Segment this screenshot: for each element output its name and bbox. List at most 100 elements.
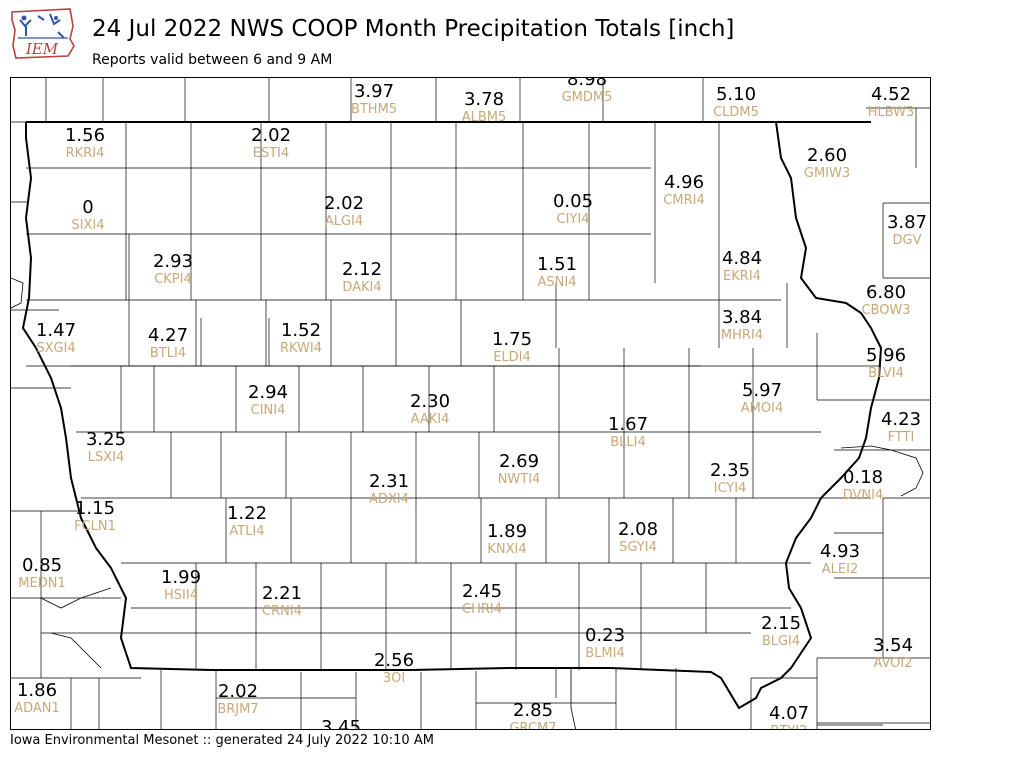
station-SGYI4: 2.08 SGYI4 <box>617 519 659 556</box>
station-BLVI4: 5.96 BLVI4 <box>865 345 907 382</box>
map-title: 24 Jul 2022 NWS COOP Month Precipitation… <box>92 16 735 42</box>
station-id: ATLI4 <box>229 524 265 539</box>
station-LSXI4: 3.25 LSXI4 <box>86 430 126 466</box>
station-value: 2.69 <box>498 451 540 472</box>
station-FTTI: 4.23 FTTI <box>881 410 921 446</box>
station-CINI4: 2.94 CINI4 <box>247 382 289 419</box>
station-value: 0.18 <box>842 467 884 488</box>
station-RKRI4: 1.56 RKRI4 <box>65 126 105 162</box>
station-SIXI4: 0 SIXI4 <box>71 198 105 234</box>
station-id: CLDM5 <box>713 105 759 120</box>
station-id: RKRI4 <box>65 146 105 161</box>
station-id: RKWI4 <box>279 341 323 356</box>
station-CHRI4: 2.45 CHRI4 <box>461 581 503 618</box>
station-CLDM5: 5.10 CLDM5 <box>713 85 759 121</box>
station-value: 2.94 <box>247 382 289 403</box>
station-value: 4.96 <box>663 172 705 193</box>
station-id: DVNI4 <box>842 488 884 503</box>
station-id: LSXI4 <box>87 450 125 465</box>
station-value: 1.86 <box>16 680 58 701</box>
station-value: 5.96 <box>865 345 907 366</box>
station-id: GRCM7 <box>509 721 557 730</box>
station-FCLN1: 1.15 FCLN1 <box>74 498 116 535</box>
station-ICYI4: 2.35 ICYI4 <box>710 461 750 497</box>
station-id: BLVI4 <box>868 366 904 381</box>
station-value: 2.21 <box>261 583 303 604</box>
station-id: CMRI4 <box>663 193 705 208</box>
station-id: SGYI4 <box>619 540 657 555</box>
station-id: FCLN1 <box>74 519 116 534</box>
station-value: 4.52 <box>870 84 912 105</box>
station-BRJM7: 2.02 BRJM7 <box>217 681 259 718</box>
station-value: 1.22 <box>226 503 268 524</box>
station-id: BLGI4 <box>761 634 801 649</box>
station-value: 2.02 <box>323 193 365 214</box>
station-id: ALEI2 <box>821 562 859 577</box>
station-value: 2.15 <box>760 613 802 634</box>
station-value: 2.56 <box>373 650 415 671</box>
station-id: GMDM5 <box>561 90 613 105</box>
station-value: 3.78 <box>463 89 505 110</box>
station-MEDN1: 0.85 MEDN1 <box>18 556 65 592</box>
station-ASNI4: 1.51 ASNI4 <box>536 254 578 291</box>
station-id: 3OI <box>382 671 406 686</box>
station-id: ELDI4 <box>493 350 531 365</box>
station-id: GMIW3 <box>803 166 851 181</box>
station-GMIW3: 2.60 GMIW3 <box>803 145 851 182</box>
station-BLLI4: 1.67 BLLI4 <box>608 415 648 451</box>
station-value: 0.05 <box>552 191 594 212</box>
station-value: 0.23 <box>584 625 626 646</box>
station-id: DGV <box>892 233 922 248</box>
station-value: 3.54 <box>872 635 914 656</box>
station-id: CKPI4 <box>154 272 192 287</box>
station-value: 2.45 <box>461 581 503 602</box>
station-DGV: 3.87 DGV <box>886 212 928 249</box>
station-CKPI4: 2.93 CKPI4 <box>152 251 194 288</box>
station-value: 2.31 <box>368 471 410 492</box>
station-id: CINI4 <box>250 403 286 418</box>
station-value: 2.08 <box>617 519 659 540</box>
station-3OI: 2.56 3OI <box>373 650 415 687</box>
station-ALEI2: 4.93 ALEI2 <box>820 542 860 578</box>
station-id: BLMI4 <box>585 646 625 661</box>
station-value: 1.47 <box>35 320 77 341</box>
station-GRCM7: 2.85 GRCM7 <box>509 701 556 730</box>
iem-logo: IEM <box>10 6 76 60</box>
station-value: 1.15 <box>74 498 116 519</box>
station-id: CBOW3 <box>861 303 911 318</box>
station-BLMI4: 0.23 BLMI4 <box>584 625 626 662</box>
station-ALGI4: 2.02 ALGI4 <box>323 193 365 230</box>
station-id: ADAN1 <box>14 701 60 716</box>
station-id: BTLI4 <box>149 346 187 361</box>
station-value: 2.93 <box>152 251 194 272</box>
station-id: ADXI4 <box>369 492 409 507</box>
station-id: BTHM5 <box>350 102 398 117</box>
station-CMRI4: 4.96 CMRI4 <box>663 172 705 209</box>
station-BTYI2: 4.07 BTYI2 <box>769 704 809 730</box>
station-EKRI4: 4.84 EKRI4 <box>722 249 762 285</box>
station-KNXI4: 1.89 KNXI4 <box>487 522 527 558</box>
station-value: 1.51 <box>536 254 578 275</box>
station-id: ICYI4 <box>713 481 747 496</box>
station-ADXI4: 2.31 ADXI4 <box>368 471 410 508</box>
station-value: 2.30 <box>409 391 451 412</box>
station-BTLI4: 4.27 BTLI4 <box>148 326 188 362</box>
logo-text: IEM <box>25 40 59 58</box>
station-id: BLLI4 <box>610 435 646 450</box>
station-value: 3.97 <box>353 81 395 102</box>
station-value: 2.85 <box>512 700 554 721</box>
station-AMOI4: 5.97 AMOI4 <box>741 381 783 417</box>
station-HSII4: 1.99 HSII4 <box>160 567 202 604</box>
station-value: 2.60 <box>806 145 848 166</box>
station-value: 3.87 <box>886 212 928 233</box>
station-value: 1.99 <box>160 567 202 588</box>
station-id: CIYI4 <box>556 212 590 227</box>
station-id: SIXI4 <box>71 218 105 233</box>
station-value: 2.02 <box>217 681 259 702</box>
station-AVOI2: 3.54 AVOI2 <box>872 635 914 672</box>
station-id: DAKI4 <box>342 280 382 295</box>
station-value: 2.02 <box>250 125 292 146</box>
station-AAKI4: 2.30 AAKI4 <box>409 391 451 428</box>
station-CIYI4: 0.05 CIYI4 <box>552 191 594 228</box>
station-BLGI4: 2.15 BLGI4 <box>760 613 802 650</box>
